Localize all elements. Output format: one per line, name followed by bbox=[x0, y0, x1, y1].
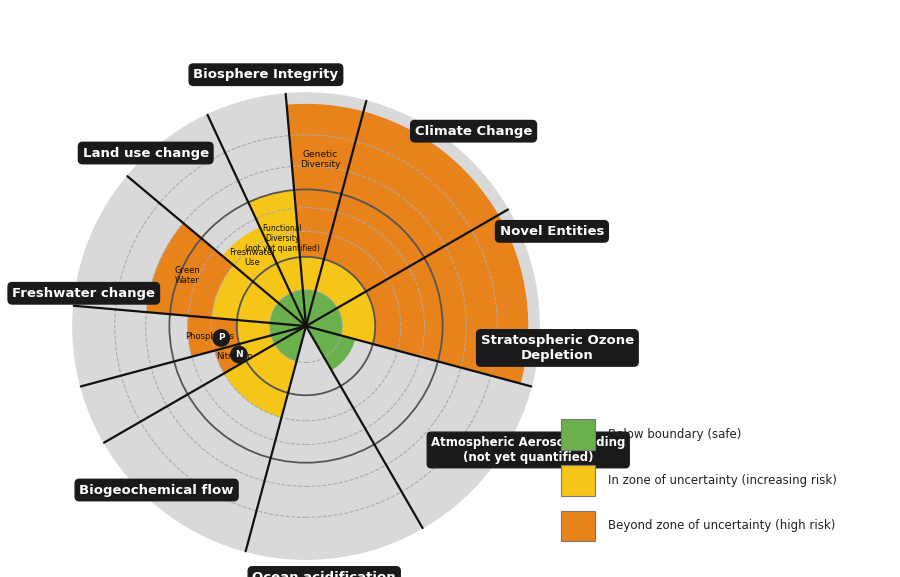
Wedge shape bbox=[315, 259, 366, 308]
Wedge shape bbox=[306, 291, 338, 326]
Text: Beyond zone of uncertainty (high risk): Beyond zone of uncertainty (high risk) bbox=[608, 519, 835, 533]
Wedge shape bbox=[248, 326, 417, 548]
Text: Biosphere Integrity: Biosphere Integrity bbox=[194, 68, 338, 81]
Text: Phosphorus: Phosphorus bbox=[185, 332, 235, 340]
Wedge shape bbox=[147, 223, 233, 318]
Wedge shape bbox=[91, 351, 224, 437]
Wedge shape bbox=[331, 339, 521, 519]
Text: Ocean acidification: Ocean acidification bbox=[252, 571, 396, 577]
Text: Current status of planetary boundaries: Current status of planetary boundaries bbox=[11, 18, 564, 42]
Wedge shape bbox=[84, 307, 192, 384]
Circle shape bbox=[230, 346, 248, 363]
Wedge shape bbox=[306, 308, 342, 335]
Wedge shape bbox=[187, 316, 239, 357]
Circle shape bbox=[73, 93, 539, 559]
Wedge shape bbox=[270, 323, 306, 335]
Wedge shape bbox=[239, 335, 274, 361]
Text: Green
Water: Green Water bbox=[174, 266, 200, 285]
Wedge shape bbox=[222, 227, 291, 303]
Text: Climate Change: Climate Change bbox=[415, 125, 532, 138]
Text: Stratospheric Ozone
Depletion: Stratospheric Ozone Depletion bbox=[481, 334, 634, 362]
Wedge shape bbox=[366, 215, 528, 384]
Wedge shape bbox=[270, 303, 306, 326]
Wedge shape bbox=[214, 344, 246, 373]
Text: Biogeochemical flow: Biogeochemical flow bbox=[79, 484, 234, 497]
Text: Freshwater change: Freshwater change bbox=[13, 287, 156, 300]
Wedge shape bbox=[274, 326, 306, 361]
Text: Land use change: Land use change bbox=[83, 147, 209, 159]
Wedge shape bbox=[212, 265, 278, 323]
Text: Atmospheric Aerosol Loading
(not yet quantified): Atmospheric Aerosol Loading (not yet qua… bbox=[431, 436, 626, 464]
Wedge shape bbox=[324, 111, 499, 291]
Text: In zone of uncertainty (increasing risk): In zone of uncertainty (increasing risk) bbox=[608, 474, 837, 487]
Wedge shape bbox=[248, 190, 302, 293]
Wedge shape bbox=[338, 291, 375, 344]
Text: Freshwater
Use: Freshwater Use bbox=[229, 248, 275, 267]
Text: Novel Entities: Novel Entities bbox=[500, 225, 604, 238]
FancyBboxPatch shape bbox=[562, 465, 595, 496]
FancyBboxPatch shape bbox=[562, 511, 595, 541]
Wedge shape bbox=[302, 290, 315, 326]
Wedge shape bbox=[237, 320, 271, 344]
Text: Genetic
Diversity: Genetic Diversity bbox=[301, 149, 341, 168]
FancyBboxPatch shape bbox=[562, 419, 595, 450]
Text: Below boundary (safe): Below boundary (safe) bbox=[608, 428, 742, 441]
Wedge shape bbox=[113, 373, 282, 541]
Wedge shape bbox=[224, 344, 297, 418]
Wedge shape bbox=[306, 326, 356, 370]
Text: Nitrogen: Nitrogen bbox=[216, 352, 252, 361]
Text: P: P bbox=[218, 334, 224, 343]
Wedge shape bbox=[136, 125, 260, 256]
Wedge shape bbox=[271, 326, 306, 344]
Wedge shape bbox=[286, 104, 364, 259]
Circle shape bbox=[213, 330, 230, 346]
Wedge shape bbox=[212, 104, 294, 203]
Wedge shape bbox=[300, 257, 324, 291]
Wedge shape bbox=[278, 293, 306, 326]
Text: N: N bbox=[235, 350, 243, 359]
Wedge shape bbox=[291, 290, 306, 326]
Wedge shape bbox=[85, 183, 184, 312]
Text: Functional
Diversity
(not yet quantified): Functional Diversity (not yet quantified… bbox=[245, 223, 320, 253]
